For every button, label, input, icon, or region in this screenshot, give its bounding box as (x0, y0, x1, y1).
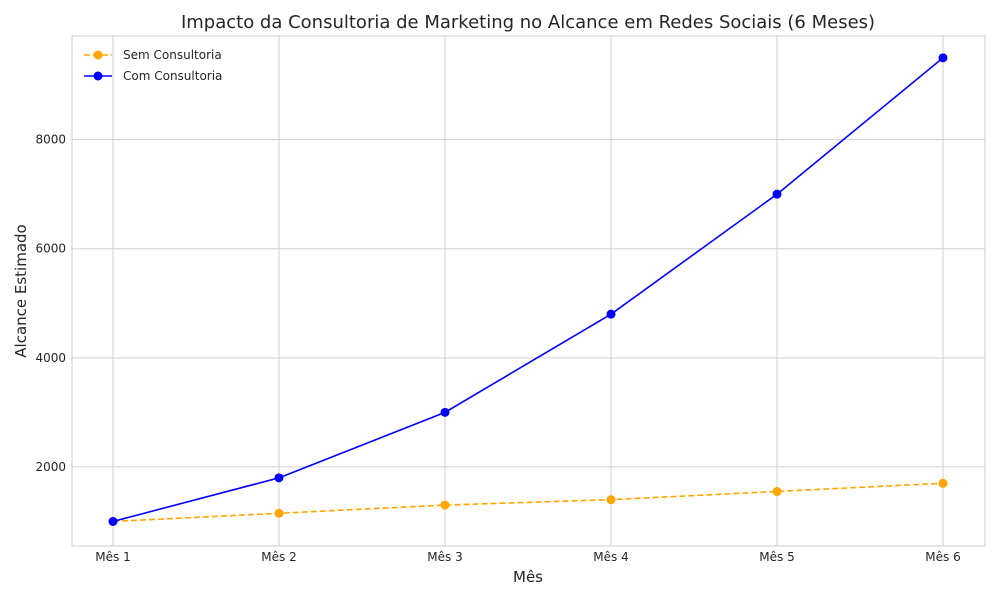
x-axis-label: Mês (513, 568, 543, 586)
series-line (112, 57, 944, 523)
data-point (938, 478, 948, 488)
x-tick-label: Mês 2 (261, 550, 296, 564)
data-point (440, 500, 450, 510)
legend-label: Sem Consultoria (123, 48, 222, 62)
data-point (772, 486, 782, 496)
x-tick-label: Mês 4 (593, 550, 628, 564)
data-point (440, 407, 450, 417)
data-point (772, 189, 782, 199)
data-point (606, 495, 616, 505)
y-tick-label: 4000 (35, 351, 66, 365)
legend-marker (93, 50, 103, 60)
data-point (606, 309, 616, 319)
x-tick-label: Mês 5 (759, 550, 794, 564)
y-tick-label: 2000 (35, 460, 66, 474)
data-point (274, 508, 284, 518)
plot-frame (71, 35, 986, 547)
chart-title: Impacto da Consultoria de Marketing no A… (181, 12, 875, 33)
x-tick-labels: Mês 1 Mês 2 Mês 3 Mês 4 Mês 5 Mês 6 (95, 550, 960, 564)
x-tick-label: Mês 6 (925, 550, 960, 564)
legend-item: Sem Consultoria (84, 48, 222, 62)
x-tick-label: Mês 1 (95, 550, 130, 564)
y-tick-labels: 2000 4000 6000 8000 (35, 133, 66, 474)
legend-marker (93, 71, 103, 81)
legend-item: Com Consultoria (84, 69, 222, 83)
series-0 (108, 478, 948, 526)
y-tick-label: 6000 (35, 242, 66, 256)
series-layer (108, 53, 948, 526)
y-axis-label: Alcance Estimado (12, 224, 30, 357)
data-point (108, 516, 118, 526)
series-line (112, 482, 944, 523)
grid-lines (72, 36, 985, 546)
series-1 (108, 53, 948, 526)
x-tick-label: Mês 3 (427, 550, 462, 564)
legend-label: Com Consultoria (123, 69, 222, 83)
y-tick-label: 8000 (35, 133, 66, 147)
data-point (274, 473, 284, 483)
data-point (938, 53, 948, 63)
legend: Sem Consultoria Com Consultoria (84, 48, 222, 83)
